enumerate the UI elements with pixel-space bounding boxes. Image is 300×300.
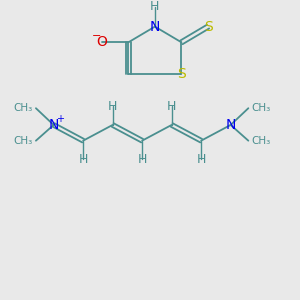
Text: O: O [96, 35, 107, 49]
Text: H: H [196, 153, 206, 166]
Text: +: + [56, 114, 64, 124]
Text: CH₃: CH₃ [251, 136, 271, 146]
Text: S: S [204, 20, 212, 34]
Text: −: − [92, 32, 102, 41]
Text: H: H [78, 153, 88, 166]
Text: N: N [48, 118, 59, 132]
Text: H: H [167, 100, 176, 113]
Text: H: H [137, 153, 147, 166]
Text: CH₃: CH₃ [251, 103, 271, 113]
Text: CH₃: CH₃ [14, 136, 33, 146]
Text: CH₃: CH₃ [14, 103, 33, 113]
Text: N: N [226, 118, 236, 132]
Text: N: N [150, 20, 160, 34]
Text: H: H [108, 100, 117, 113]
Text: H: H [150, 0, 160, 14]
Text: S: S [177, 67, 186, 81]
